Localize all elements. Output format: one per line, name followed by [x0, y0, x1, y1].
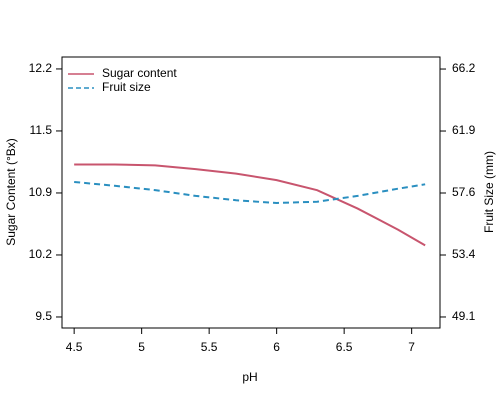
x-tick-label: 5: [138, 340, 145, 354]
series-line: [74, 163, 426, 247]
y2-tick-label: 66.2: [452, 61, 476, 75]
x-tick-label: 6: [273, 340, 280, 354]
y2-tick-label: 57.6: [452, 185, 476, 199]
y2-axis-label: Fruit Size (mm): [482, 151, 496, 233]
x-tick-label: 5.5: [201, 340, 218, 354]
x-axis-label: pH: [242, 370, 257, 384]
y2-tick-label: 53.4: [452, 247, 476, 261]
x-tick-label: 7: [408, 340, 415, 354]
series-line: [74, 180, 426, 205]
y2-tick-label: 49.1: [452, 309, 476, 323]
legend-label: Fruit size: [102, 80, 151, 94]
y-tick-label: 9.5: [35, 309, 52, 323]
y-tick-label: 12.2: [29, 61, 53, 75]
y-tick-label: 10.2: [29, 247, 53, 261]
y2-tick-label: 61.9: [452, 123, 476, 137]
x-tick-label: 4.5: [66, 340, 83, 354]
x-tick-label: 6.5: [336, 340, 353, 354]
y-axis-label: Sugar Content (°Bx): [4, 138, 18, 246]
y-tick-label: 11.5: [30, 123, 53, 137]
plot-frame: [61, 56, 441, 329]
legend-label: Sugar content: [102, 66, 177, 80]
y-tick-label: 10.9: [29, 185, 53, 199]
